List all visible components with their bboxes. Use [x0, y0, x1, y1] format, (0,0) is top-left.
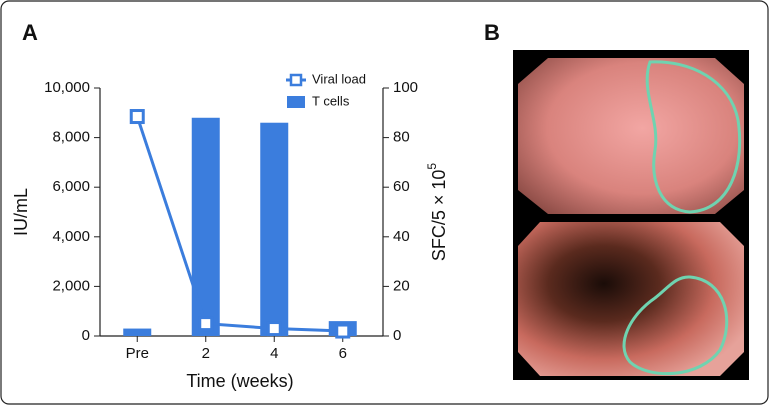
lesion-outline: [645, 60, 742, 214]
y2-tick-label: 80: [393, 129, 410, 146]
y2-axis-title-text: SFC/5 × 10: [429, 170, 449, 262]
y2-tick-label: 60: [393, 178, 410, 195]
y2-tick-label: 100: [393, 79, 418, 96]
y-tick-label: 10,000: [44, 79, 90, 96]
y2-tick-label: 0: [393, 327, 401, 344]
y2-tick-label: 20: [393, 277, 410, 294]
marker: [266, 321, 282, 337]
marker: [335, 323, 351, 339]
endoscopy-image: [518, 222, 744, 376]
x-tick-label: Pre: [126, 345, 149, 362]
endoscopy-images: [513, 50, 749, 380]
bar: [260, 122, 289, 336]
marker: [198, 316, 214, 332]
legend-marker: [289, 73, 303, 87]
legend-label: Viral load: [312, 71, 366, 86]
y-tick-label: 8,000: [52, 129, 90, 146]
endoscopy-image: [518, 58, 744, 214]
legend-swatch: [287, 96, 305, 108]
lesion-outline: [622, 275, 729, 376]
y-tick-label: 0: [82, 327, 90, 344]
bar: [123, 328, 152, 336]
x-tick-label: 6: [339, 345, 347, 362]
x-axis-title: Time (weeks): [186, 371, 293, 391]
y-axis-title: IU/mL: [11, 188, 31, 236]
y2-axis-title-sup: 5: [425, 163, 439, 170]
y2-tick-label: 40: [393, 228, 410, 245]
x-tick-label: 4: [270, 345, 278, 362]
y2-axis-title: SFC/5 × 105: [425, 163, 449, 262]
x-tick-label: 2: [202, 345, 210, 362]
legend-label: T cells: [312, 93, 350, 108]
y-tick-label: 2,000: [52, 277, 90, 294]
bar: [191, 117, 220, 336]
panel-label: B: [484, 20, 500, 45]
marker: [129, 109, 145, 125]
y-tick-label: 4,000: [52, 228, 90, 245]
panel-label: A: [22, 20, 38, 45]
y-tick-label: 6,000: [52, 178, 90, 195]
line: [135, 116, 343, 333]
